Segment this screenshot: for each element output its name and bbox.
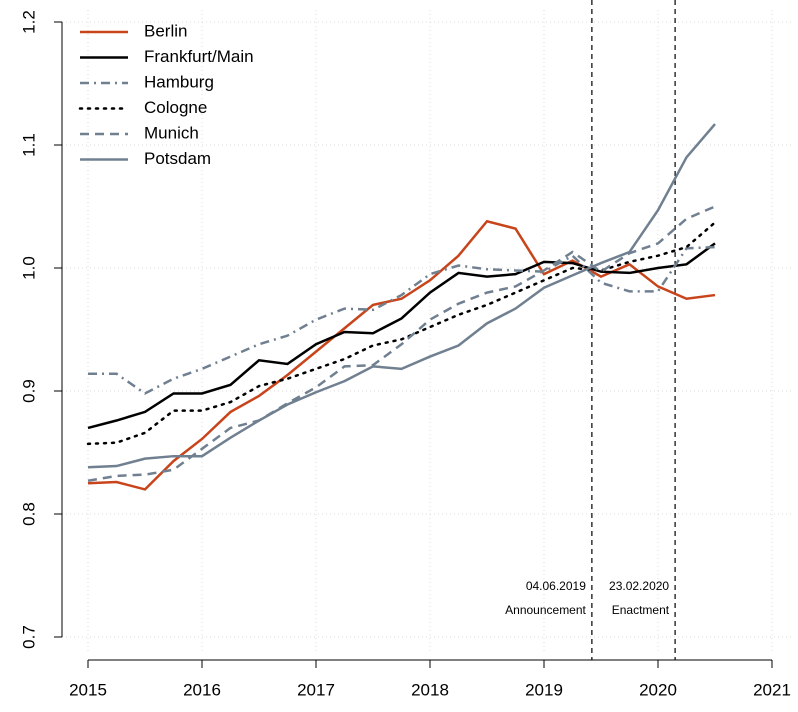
x-tick-label: 2020 [639,680,677,699]
legend-label: Frankfurt/Main [144,47,254,66]
annotation: Announcement [505,603,586,617]
x-tick-label: 2017 [297,680,335,699]
y-tick-label: 0.9 [19,379,38,403]
x-tick-label: 2021 [753,680,791,699]
legend-label: Potsdam [144,149,211,168]
annotation: 04.06.2019 [526,579,586,593]
legend-label: Cologne [144,98,207,117]
y-tick-label: 0.8 [19,502,38,526]
annotation: Enactment [612,603,670,617]
series-line [87,219,716,491]
series-line [87,242,716,430]
x-tick-label: 2018 [411,680,449,699]
x-tick-label: 2019 [525,680,563,699]
y-tick-label: 1.0 [19,256,38,280]
y-tick-label: 1.2 [19,10,38,34]
series-line [86,221,717,446]
legend-label: Berlin [144,21,187,40]
series-line [87,123,716,469]
legend-label: Hamburg [144,72,214,91]
legend-label: Munich [144,123,199,142]
series-line [87,205,716,483]
series-line [88,245,716,395]
x-tick-label: 2016 [183,680,221,699]
y-tick-label: 0.7 [19,625,38,649]
x-tick-label: 2015 [69,680,107,699]
annotation: 23.02.2020 [609,579,669,593]
y-tick-label: 1.1 [19,133,38,157]
